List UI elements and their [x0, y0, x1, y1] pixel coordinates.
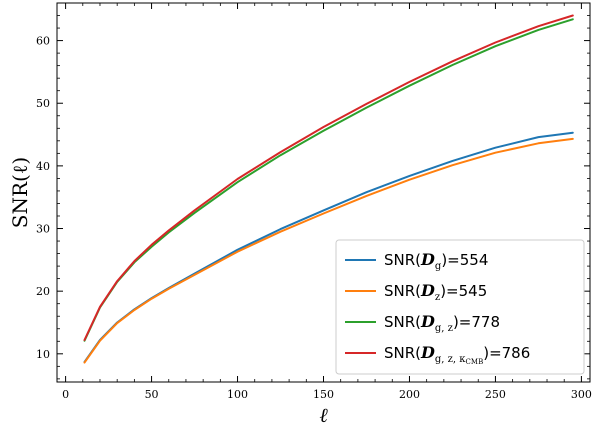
legend-text-base: SNR( — [384, 313, 421, 331]
axis-ticks: 0 50 100 150 200 250 300 10 20 30 40 50 60 — [36, 2, 592, 401]
y-axis-label: SNR(ℓ) — [8, 157, 32, 228]
legend-entry: SNR(Dg, z)=778 — [384, 312, 500, 334]
legend-entry: SNR(Dg)=554 — [384, 250, 488, 272]
x-tick-label: 150 — [313, 388, 334, 401]
series-lines — [83, 14, 574, 364]
legend-text-tail: )=786 — [483, 344, 530, 362]
series-line-4 — [83, 14, 574, 341]
legend-subsubscript: CMB — [466, 358, 484, 366]
x-tick-label: 0 — [62, 388, 69, 401]
x-axis-label: ℓ — [319, 403, 328, 427]
legend-symbol: D — [420, 312, 435, 331]
y-tick-label: 20 — [36, 285, 50, 298]
legend-symbol: D — [420, 281, 435, 300]
legend-subscript: z — [435, 292, 440, 303]
x-tick-label: 50 — [145, 388, 159, 401]
legend-entry: SNR(Dz)=545 — [384, 281, 487, 303]
legend-text-tail: )=778 — [453, 313, 500, 331]
series-line-2 — [83, 137, 574, 364]
x-tick-label: 100 — [227, 388, 248, 401]
y-tick-label: 10 — [36, 348, 50, 361]
legend-symbol: D — [420, 250, 435, 269]
x-tick-label: 300 — [571, 388, 592, 401]
x-tick-label: 250 — [485, 388, 506, 401]
y-tick-label: 30 — [36, 223, 50, 236]
legend-subscript: g, z — [435, 323, 453, 334]
x-tick-label: 200 — [399, 388, 420, 401]
legend-symbol: D — [420, 343, 435, 362]
y-tick-label: 60 — [36, 35, 50, 48]
legend-text-tail: )=545 — [440, 282, 487, 300]
y-tick-label: 40 — [36, 160, 50, 173]
legend-subscript: g, z, κ — [435, 354, 466, 365]
legend-box — [335, 239, 585, 375]
legend-subscript: g — [435, 261, 442, 272]
legend-text-tail: )=554 — [441, 251, 488, 269]
y-tick-label: 50 — [36, 97, 50, 110]
legend-entry: SNR(Dg, z, κCMB)=786 — [384, 343, 530, 366]
legend-text-base: SNR( — [384, 282, 421, 300]
legend-text-base: SNR( — [384, 251, 421, 269]
legend-text-base: SNR( — [384, 344, 421, 362]
